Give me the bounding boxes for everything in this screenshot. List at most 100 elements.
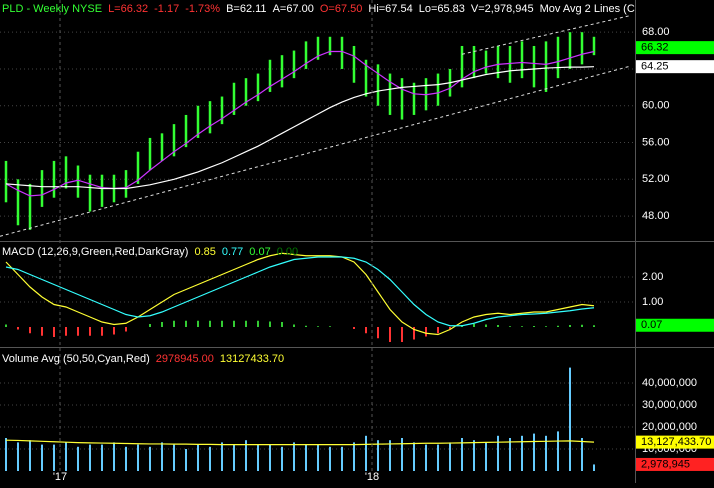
histogram-bar — [437, 327, 439, 334]
volume-bar — [545, 435, 547, 471]
volume-bar — [425, 444, 427, 471]
header-item: 2978945.00 — [156, 353, 214, 365]
y-tick-label: 40,000,000 — [642, 377, 697, 389]
y-tick-label: 1.00 — [642, 296, 663, 308]
volume-bar — [533, 433, 535, 471]
header-item: O=67.50 — [320, 3, 363, 15]
histogram-bar — [65, 327, 67, 336]
value-tag — [636, 318, 714, 332]
panel-header: MACD (12,26,9,Green,Red,DarkGray) 0.85 0.7… — [2, 246, 298, 258]
header-item: MACD (12,26,9,Green,Red,DarkGray) — [2, 246, 188, 258]
y-tick-label: 56.00 — [642, 136, 670, 148]
panel-header: PLD - Weekly NYSE L=66.32 -1.17 -1.73% B=62.… — [2, 3, 635, 15]
histogram-bar — [17, 327, 19, 330]
histogram-bar — [101, 327, 103, 336]
x-tick-label: '17 — [53, 471, 67, 483]
volume-bar — [209, 446, 211, 471]
volume-bar — [173, 444, 175, 471]
histogram-bar — [29, 327, 31, 334]
histogram-bar — [89, 327, 91, 336]
volume-bar — [461, 438, 463, 471]
volume-bar — [161, 442, 163, 471]
value-tag-label: 2,978,945 — [641, 458, 690, 470]
volume-bar — [65, 442, 67, 471]
histogram-bar — [365, 327, 367, 334]
y-tick-label: 20,000,000 — [642, 421, 697, 433]
volume-bar — [353, 442, 355, 471]
histogram-bar — [353, 327, 355, 329]
histogram-bar — [389, 327, 391, 342]
volume-bar — [245, 440, 247, 471]
value-tag — [636, 457, 714, 471]
volume-bar — [125, 446, 127, 471]
histogram-bar — [581, 324, 583, 327]
trend-line — [461, 15, 631, 55]
volume-bar — [449, 442, 451, 471]
histogram-bar — [497, 325, 499, 327]
volume-bar — [329, 446, 331, 471]
volume-bar — [221, 442, 223, 471]
volume-bar — [593, 464, 595, 471]
histogram-bar — [557, 325, 559, 327]
histogram-bar — [185, 320, 187, 327]
histogram-bar — [257, 320, 259, 327]
y-tick-label: 68.00 — [642, 26, 670, 38]
histogram-bar — [401, 327, 403, 342]
panel-header: Volume Avg (50,50,Cyan,Red) 2978945.00 131… — [2, 353, 284, 365]
value-tag — [636, 60, 714, 74]
histogram-bar — [53, 327, 55, 337]
histogram-bar — [173, 320, 175, 327]
volume-bar — [365, 435, 367, 471]
header-item: -1.73% — [185, 3, 220, 15]
volume-bar — [509, 438, 511, 471]
volume-bar — [233, 444, 235, 471]
volume-bar — [53, 444, 55, 471]
histogram-bar — [281, 322, 283, 327]
histogram-bar — [233, 320, 235, 327]
indicator-line — [5, 256, 595, 327]
volume-bar — [569, 367, 571, 471]
histogram-bar — [533, 326, 535, 327]
header-item: Lo=65.83 — [419, 3, 465, 15]
histogram-bar — [377, 327, 379, 339]
value-tag-label: 0.07 — [641, 319, 662, 331]
trend-line — [0, 65, 631, 237]
volume-bar — [389, 440, 391, 471]
histogram-bar — [569, 325, 571, 327]
volume-bar — [113, 442, 115, 471]
volume-bar — [269, 444, 271, 471]
volume-bar — [473, 440, 475, 471]
histogram-bar — [269, 321, 271, 327]
volume-bar — [521, 435, 523, 471]
histogram-bar — [425, 327, 427, 337]
volume-bar — [557, 431, 559, 471]
histogram-bar — [473, 324, 475, 327]
histogram-bar — [41, 327, 43, 336]
volume-bar — [497, 435, 499, 471]
header-item: Mov Avg 2 Lines (C — [540, 3, 635, 15]
header-item: 13127433.70 — [220, 353, 284, 365]
volume-bar — [29, 440, 31, 471]
header-item: B=62.11 — [226, 3, 266, 15]
volume-bar — [5, 438, 7, 471]
indicator-line — [5, 66, 595, 190]
histogram-bar — [221, 320, 223, 327]
histogram-bar — [413, 327, 415, 340]
value-tag — [636, 435, 714, 449]
volume-bar — [197, 444, 199, 471]
y-tick-label: 52.00 — [642, 173, 670, 185]
volume-bar — [413, 442, 415, 471]
header-item: Hi=67.54 — [368, 3, 412, 15]
histogram-bar — [485, 324, 487, 327]
histogram-bar — [329, 326, 331, 327]
header-item: Volume Avg (50,50,Cyan,Red) — [2, 353, 150, 365]
volume-bar — [341, 446, 343, 471]
value-tag-label: 13,127,433.70 — [641, 436, 711, 448]
y-tick-label: 60.00 — [642, 100, 670, 112]
header-item: V=2,978,945 — [471, 3, 534, 15]
volume-bar — [317, 444, 319, 471]
indicator-line — [5, 439, 595, 446]
volume-bar — [401, 438, 403, 471]
